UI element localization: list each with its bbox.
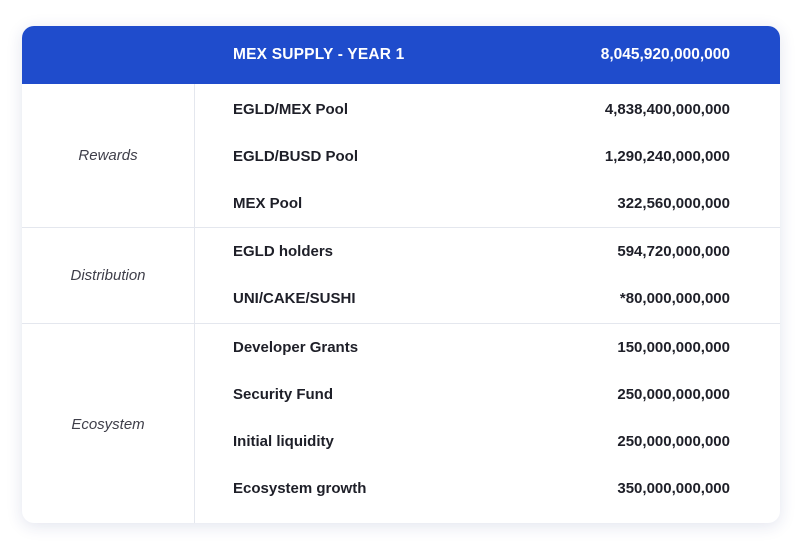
row-label: Security Fund xyxy=(233,386,334,403)
row-label: Ecosystem growth xyxy=(233,480,367,497)
header-title: MEX SUPPLY - YEAR 1 xyxy=(233,46,405,63)
header-total: 8,045,920,000,000 xyxy=(600,46,730,63)
table-header: MEX SUPPLY - YEAR 1 8,045,920,000,000 xyxy=(22,26,780,84)
group-distribution: Distribution EGLD holders 594,720,000,00… xyxy=(22,228,780,324)
row-label: MEX Pool xyxy=(233,195,303,212)
row-value: 594,720,000,000 xyxy=(617,243,730,260)
group-rewards: Rewards EGLD/MEX Pool 4,838,400,000,000 … xyxy=(22,84,780,228)
table-row: Security Fund 250,000,000,000 xyxy=(195,371,780,418)
category-label: Distribution xyxy=(22,228,195,323)
table-row: EGLD/MEX Pool 4,838,400,000,000 xyxy=(195,86,780,133)
row-value: 150,000,000,000 xyxy=(617,339,730,356)
row-value: 250,000,000,000 xyxy=(617,433,730,450)
table-row: Ecosystem growth 350,000,000,000 xyxy=(195,465,780,512)
row-value: 1,290,240,000,000 xyxy=(604,148,730,165)
table-row: Developer Grants 150,000,000,000 xyxy=(195,324,780,371)
table-row: Initial liquidity 250,000,000,000 xyxy=(195,418,780,465)
group-ecosystem: Ecosystem Developer Grants 150,000,000,0… xyxy=(22,324,780,523)
row-value: 322,560,000,000 xyxy=(617,195,730,212)
row-label: UNI/CAKE/SUSHI xyxy=(233,290,356,307)
row-label: EGLD/MEX Pool xyxy=(233,101,349,118)
row-value: 4,838,400,000,000 xyxy=(604,101,730,118)
row-label: Developer Grants xyxy=(233,339,359,356)
category-label: Ecosystem xyxy=(22,324,195,523)
row-label: EGLD/BUSD Pool xyxy=(233,148,359,165)
table-row: EGLD holders 594,720,000,000 xyxy=(195,228,780,275)
table-row: UNI/CAKE/SUSHI *80,000,000,000 xyxy=(195,275,780,322)
row-label: EGLD holders xyxy=(233,243,334,260)
category-label: Rewards xyxy=(22,84,195,227)
row-label: Initial liquidity xyxy=(233,433,334,450)
row-value: 250,000,000,000 xyxy=(617,386,730,403)
table-row: MEX Pool 322,560,000,000 xyxy=(195,180,780,227)
row-value: *80,000,000,000 xyxy=(619,290,730,307)
row-value: 350,000,000,000 xyxy=(617,480,730,497)
supply-table: MEX SUPPLY - YEAR 1 8,045,920,000,000 Re… xyxy=(22,26,780,523)
table-row: EGLD/BUSD Pool 1,290,240,000,000 xyxy=(195,133,780,180)
